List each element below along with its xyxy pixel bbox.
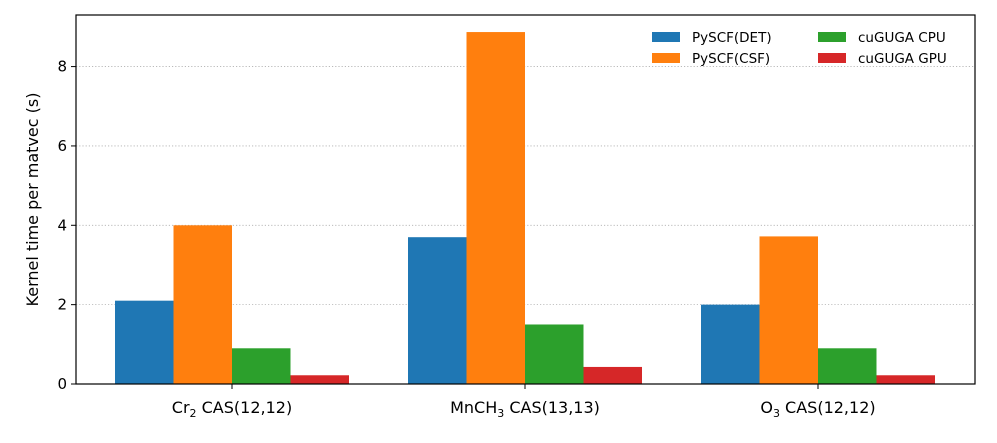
bar-cuguga-cpu-2 (818, 348, 877, 384)
legend-swatch (652, 53, 680, 63)
legend-entry: PySCF(CSF) (692, 51, 770, 67)
bar-cuguga-gpu-1 (583, 366, 642, 384)
legend-entry: cuGUGA GPU (858, 51, 947, 67)
bar-pyscf-csf--2 (759, 236, 818, 384)
y-tick-label: 2 (57, 296, 67, 314)
gridlines (76, 66, 975, 306)
x-axis: Cr2 CAS(12,12) MnCH3 CAS(13,13) O3 CAS(12,… (172, 384, 876, 420)
legend-swatch (818, 32, 846, 42)
bar-cuguga-cpu-1 (525, 324, 584, 384)
y-tick-label: 8 (57, 58, 67, 76)
y-tick-label: 0 (57, 375, 67, 393)
bar-pyscf-det--1 (408, 237, 467, 384)
bars (115, 32, 935, 385)
y-tick-label: 4 (57, 216, 67, 234)
bar-cuguga-gpu-2 (876, 375, 935, 384)
bar-cuguga-cpu-0 (232, 348, 291, 384)
bar-pyscf-csf--1 (466, 32, 525, 385)
legend-entry: cuGUGA CPU (858, 30, 946, 46)
x-tick-label: Cr2 CAS(12,12) (172, 398, 292, 420)
legend: PySCF(DET) PySCF(CSF) cuGUGA CPU cuGUGA GPU (652, 30, 947, 67)
bar-pyscf-csf--0 (173, 225, 232, 384)
legend-swatch (652, 32, 680, 42)
bar-pyscf-det--2 (701, 304, 760, 384)
bar-cuguga-gpu-0 (290, 375, 349, 384)
bar-pyscf-det--0 (115, 300, 174, 384)
x-tick-label: MnCH3 CAS(13,13) (450, 398, 600, 420)
y-tick-label: 6 (57, 137, 67, 155)
y-axis-label: Kernel time per matvec (s) (23, 93, 42, 307)
legend-swatch (818, 53, 846, 63)
y-axis: 0 2 4 6 8 (57, 58, 76, 393)
x-tick-label: O3 CAS(12,12) (760, 398, 875, 420)
legend-entry: PySCF(DET) (692, 30, 772, 46)
